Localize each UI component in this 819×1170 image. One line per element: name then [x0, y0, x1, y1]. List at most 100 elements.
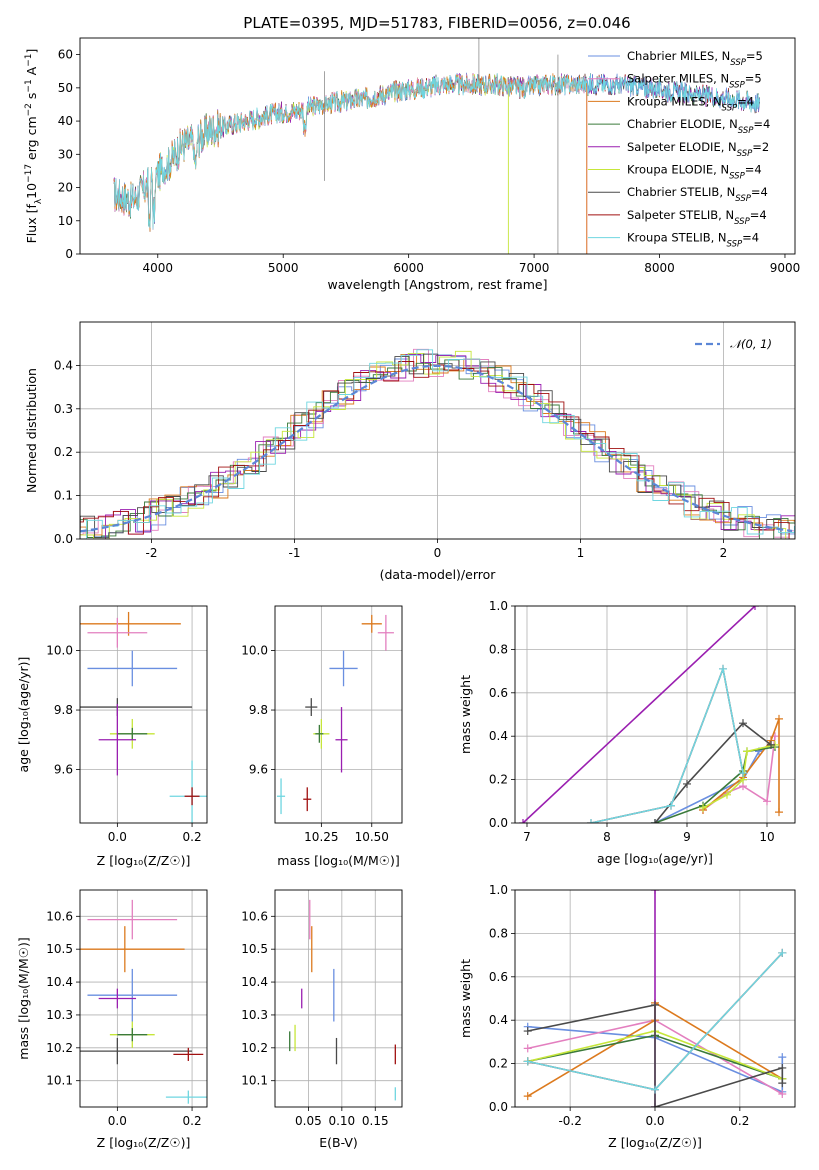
y-tick-label: 0.8 — [489, 642, 508, 656]
legend: Chabrier MILES, NSSP=5 Salpeter MILES, NS… — [588, 49, 770, 250]
x-tick-label: 10.25 — [304, 830, 338, 844]
x-tick-label: 0.2 — [183, 1114, 202, 1128]
y-tick-label: 10.2 — [46, 1041, 73, 1055]
weight-marker — [683, 779, 691, 788]
x-tick-label: 8 — [603, 830, 611, 844]
weight-marker — [523, 1027, 532, 1036]
x-tick-label: 7000 — [519, 261, 550, 275]
x-tick-label: 0 — [434, 546, 442, 560]
x-axis-label: mass [log₁₀(M/M☉)] — [277, 853, 399, 868]
weight-marker — [751, 606, 759, 610]
weight-marker — [763, 797, 771, 806]
weight-marker — [651, 890, 659, 894]
y-tick-label: 50 — [58, 81, 73, 95]
weight-line — [527, 1004, 784, 1107]
y-axis-label: age [log₁₀(age/yr)] — [16, 657, 31, 773]
normal-curve — [79, 364, 793, 533]
weight-marker — [651, 1085, 659, 1094]
weight-marker — [778, 1063, 787, 1072]
y-tick-label: 20 — [58, 181, 73, 195]
x-tick-label: 0.05 — [295, 1114, 322, 1128]
y-tick-label: 0.6 — [489, 970, 508, 984]
x-tick-label: 7 — [523, 830, 531, 844]
weight-line — [522, 606, 756, 823]
x-tick-label: 9000 — [770, 261, 801, 275]
y-tick-label: 10.5 — [241, 942, 268, 956]
legend-label: Kroupa ELODIE, NSSP=4 — [627, 163, 762, 182]
y-axis-label: Flux [fλ10−17 erg cm−2 s−1 A−1] — [24, 49, 44, 244]
y-tick-label: 0.0 — [489, 1100, 508, 1114]
x-tick-label: -1 — [289, 546, 301, 560]
axes-frame — [514, 605, 796, 824]
x-tick-label: 0.0 — [645, 1114, 664, 1128]
y-axis-label: Normed distribution — [24, 368, 39, 493]
weight-marker — [651, 1001, 659, 1010]
y-tick-label: 10.3 — [241, 1008, 268, 1022]
y-tick-label: 0.0 — [489, 816, 508, 830]
x-tick-label: -0.2 — [558, 1114, 581, 1128]
x-axis-label: wavelength [Angstrom, rest frame] — [327, 277, 547, 292]
y-axis-label: mass weight — [458, 675, 473, 754]
y-tick-label: 0.6 — [489, 686, 508, 700]
axes-frame — [79, 605, 208, 824]
weight-marker — [778, 1089, 787, 1098]
y-tick-label: 9.8 — [54, 703, 73, 717]
legend-label: Kroupa STELIB, NSSP=4 — [627, 231, 759, 250]
y-tick-label: 1.0 — [489, 599, 508, 613]
x-tick-label: 9 — [683, 830, 691, 844]
spectrum-line — [113, 72, 587, 230]
weight-marker — [587, 819, 595, 823]
legend-label: Salpeter ELODIE, NSSP=2 — [627, 140, 769, 159]
weight_vs_age-axes: 7 8 9 10 0.0 0.2 0.4 0.6 0.8 1.0 age [log₁₀(age/yr… — [458, 599, 796, 866]
x-axis-label: Z [log₁₀(Z/Z☉)] — [97, 1135, 191, 1150]
x-axis-label: Z [log₁₀(Z/Z☉)] — [608, 1135, 702, 1150]
legend-label: Chabrier STELIB, NSSP=4 — [627, 185, 768, 204]
x-tick-label: -2 — [146, 546, 158, 560]
weight-line — [590, 665, 744, 823]
y-tick-label: 10.6 — [46, 909, 73, 923]
y-tick-label: 10.5 — [46, 942, 73, 956]
weight-marker — [651, 819, 659, 823]
x-tick-label: 2 — [720, 546, 728, 560]
weight-marker — [739, 719, 747, 728]
y-tick-label: 9.6 — [249, 762, 268, 776]
axes-frame — [514, 889, 796, 1108]
x-tick-label: 0.0 — [108, 830, 127, 844]
weight-marker — [719, 664, 727, 673]
y-tick-label: 0.1 — [54, 489, 73, 503]
weight-marker — [651, 1103, 659, 1107]
age_vs_Z-axes: 0.0 0.2 9.6 9.8 10.0 Z [log₁₀(Z/Z☉)] age [log₁… — [16, 605, 208, 868]
weight-marker — [723, 790, 731, 799]
y-tick-label: 9.6 — [54, 762, 73, 776]
x-axis-label: (data-model)/error — [380, 567, 497, 582]
x-tick-label: 6000 — [393, 261, 424, 275]
weight-marker — [519, 819, 527, 823]
mass_vs_EBV-axes: 0.05 0.10 0.15 10.1 10.2 10.3 10.4 10.5 10.6 E(B-… — [241, 889, 403, 1150]
legend-label: 𝒩(0, 1) — [730, 337, 772, 351]
y-tick-label: 10.0 — [46, 644, 73, 658]
weight-marker — [778, 1053, 787, 1062]
weight-marker — [739, 769, 747, 778]
y-tick-label: 10.2 — [241, 1041, 268, 1055]
axes-frame — [274, 889, 403, 1108]
y-tick-label: 9.8 — [249, 703, 268, 717]
x-axis-label: E(B-V) — [319, 1135, 358, 1150]
residual-histogram — [80, 353, 795, 539]
weight-marker — [743, 747, 751, 756]
spectrum-line — [148, 74, 509, 232]
x-tick-label: 0.0 — [108, 1114, 127, 1128]
x-tick-label: 0.2 — [730, 1114, 749, 1128]
residuals-axes: -2 -1 0 1 2 0.0 0.1 0.2 0.3 0.4 (data-model)/error… — [24, 321, 796, 582]
y-tick-label: 60 — [58, 48, 73, 62]
mass_vs_Z-axes: 0.0 0.2 10.1 10.2 10.3 10.4 10.5 10.6 Z [log₁₀(Z… — [16, 889, 208, 1150]
y-axis-label: mass weight — [458, 959, 473, 1038]
legend: 𝒩(0, 1) — [695, 337, 772, 351]
legend-label: Salpeter MILES, NSSP=5 — [627, 72, 762, 91]
age_vs_mass-axes: 10.25 10.50 9.6 9.8 10.0 mass [log₁₀(M/M☉)] — [241, 605, 403, 868]
legend-label: Salpeter STELIB, NSSP=4 — [627, 208, 767, 227]
y-tick-label: 10.1 — [46, 1074, 73, 1088]
x-axis-label: Z [log₁₀(Z/Z☉)] — [97, 853, 191, 868]
y-tick-label: 10.4 — [241, 975, 268, 989]
y-tick-label: 0.2 — [489, 1057, 508, 1071]
